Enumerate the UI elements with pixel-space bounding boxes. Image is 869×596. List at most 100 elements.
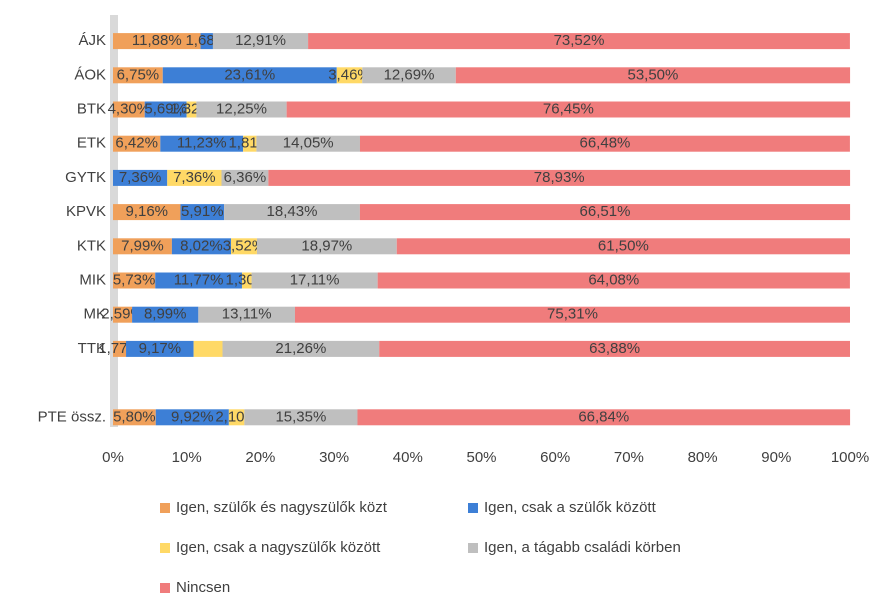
bar-segment (113, 409, 156, 426)
x-tick-label: 70% (614, 449, 644, 466)
bar-segment (113, 272, 156, 289)
legend-swatch (468, 503, 478, 513)
y-tick-label: KTK (77, 237, 106, 254)
bar-segment (359, 135, 850, 152)
data-label: 75,31% (547, 306, 598, 323)
bar-segment (113, 33, 201, 50)
bar-segment (144, 101, 187, 118)
bar-segment (196, 101, 287, 118)
data-label: 64,08% (588, 271, 639, 288)
data-label: 12,69% (384, 66, 435, 83)
data-label: 3,52% (223, 237, 266, 254)
bar-segment (180, 204, 225, 221)
bar-segment (155, 272, 242, 289)
x-tick-label: 100% (831, 449, 869, 466)
bar-segment (113, 169, 168, 186)
data-label: 66,51% (580, 203, 631, 220)
data-label: 21,26% (275, 340, 326, 357)
data-label: 61,50% (598, 237, 649, 254)
bar-segment (113, 204, 181, 221)
data-label: 23,61% (224, 66, 275, 83)
data-label: 11,77% (174, 271, 224, 288)
legend-label: Igen, csak a nagyszülők között (176, 539, 381, 556)
data-label: 15,35% (275, 408, 326, 425)
axis-wall (110, 15, 118, 427)
data-label: 9,16% (125, 203, 168, 220)
data-label: 6,42% (115, 135, 158, 152)
data-label: 12,91% (235, 32, 286, 49)
legend-label: Igen, szülők és nagyszülők közt (176, 499, 388, 516)
data-label: 11,88% (132, 32, 182, 49)
x-tick-label: 60% (540, 449, 570, 466)
bar-segment (132, 306, 199, 323)
bar-segment (455, 67, 851, 84)
data-label: 4,30% (108, 100, 151, 117)
data-label: 5,69% (144, 100, 187, 117)
bar-segment (222, 340, 380, 357)
data-label: 13,11% (222, 306, 272, 323)
data-label: 5,91% (181, 203, 224, 220)
x-tick-label: 20% (245, 449, 275, 466)
data-label: 8,99% (144, 306, 187, 323)
x-tick-label: 10% (172, 449, 202, 466)
bar-segment (244, 409, 358, 426)
y-tick-label: ÁJK (78, 32, 106, 49)
bar-segment (377, 272, 850, 289)
bar-segment (228, 409, 245, 426)
y-tick-label: ETK (77, 135, 106, 152)
data-label: 76,45% (543, 100, 594, 117)
data-label: 18,43% (267, 203, 318, 220)
bar-segment (256, 135, 360, 152)
y-tick-label: MIK (79, 271, 106, 288)
bar-segment (359, 204, 851, 221)
x-tick-label: 90% (761, 449, 791, 466)
bar-segment (256, 238, 397, 255)
bar-segment (113, 67, 163, 84)
data-label: 78,93% (534, 169, 585, 186)
data-label: 8,02% (180, 237, 223, 254)
bar-segment (357, 409, 851, 426)
data-label: 6,36% (224, 169, 267, 186)
data-label: 3,46% (328, 66, 371, 83)
bar-segment (243, 135, 257, 152)
x-tick-label: 50% (466, 449, 496, 466)
legend-swatch (160, 543, 170, 553)
legend-label: Igen, csak a szülők között (484, 499, 657, 516)
bar-segment (241, 272, 252, 289)
bar-segment (155, 409, 229, 426)
bar-segment (113, 238, 172, 255)
bar-segment (167, 169, 222, 186)
x-tick-label: 30% (319, 449, 349, 466)
bar-segment (212, 33, 309, 50)
bar-segment (113, 135, 161, 152)
bar-segment (308, 33, 850, 50)
x-tick-label: 0% (102, 449, 124, 466)
bar-segment (171, 238, 231, 255)
data-label: 17,11% (290, 271, 340, 288)
bar-segment (113, 306, 133, 323)
bar-segment (224, 204, 360, 221)
bar-segment (268, 169, 851, 186)
legend-label: Nincsen (176, 579, 230, 596)
data-label: 11,23% (177, 135, 227, 152)
bar-segment (230, 238, 257, 255)
data-label: 53,50% (627, 66, 678, 83)
bar-segment (160, 135, 244, 152)
bar-segment (113, 340, 127, 357)
data-label: 6,75% (117, 66, 160, 83)
legend-swatch (160, 503, 170, 513)
legend-swatch (468, 543, 478, 553)
x-tick-label: 80% (688, 449, 718, 466)
bar-segment (221, 169, 269, 186)
bar-segment (162, 67, 337, 84)
bar-segment (200, 33, 213, 50)
data-label: 7,36% (173, 169, 216, 186)
bar-segment (294, 306, 850, 323)
x-tick-label: 40% (393, 449, 423, 466)
bar-segment (251, 272, 378, 289)
y-tick-label: MK (84, 306, 107, 323)
data-label: 7,36% (119, 169, 162, 186)
bar-segment (126, 340, 194, 357)
data-label: 63,88% (589, 340, 640, 357)
y-tick-label: GYTK (65, 169, 106, 186)
